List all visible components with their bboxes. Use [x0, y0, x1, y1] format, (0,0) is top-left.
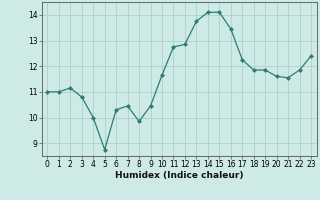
X-axis label: Humidex (Indice chaleur): Humidex (Indice chaleur): [115, 171, 244, 180]
